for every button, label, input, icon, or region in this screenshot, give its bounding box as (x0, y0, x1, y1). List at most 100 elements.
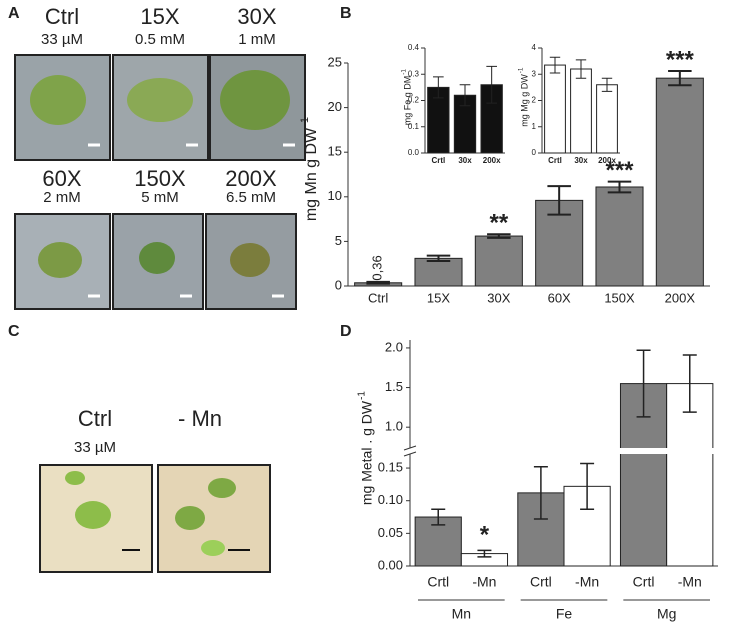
y-axis-label-sup: -1 (401, 69, 408, 75)
x-tick-label: 200x (598, 156, 616, 165)
plant (38, 242, 82, 278)
y-axis-label-sup: -1 (299, 117, 311, 127)
plant (127, 78, 193, 122)
photo-sublabel: 2 mM (43, 189, 81, 206)
significance: * (480, 522, 490, 549)
x-tick-label: 60X (548, 290, 571, 305)
significance: *** (666, 46, 695, 73)
error-bar (533, 466, 548, 520)
axis-break-gap (404, 448, 718, 454)
panel-letter: B (340, 5, 352, 22)
y-tick-label: 0.2 (408, 96, 420, 105)
plant (208, 478, 236, 498)
y-axis-label-sup: -1 (518, 67, 525, 73)
y-tick-label: 0.00 (378, 557, 403, 572)
plant (30, 75, 86, 125)
error-bar (477, 549, 492, 558)
y-tick-label: 20 (328, 99, 342, 114)
y-tick-label: 5 (335, 233, 342, 248)
y-tick-label: 0.15 (378, 459, 403, 474)
photo-sublabel: 33 µM (74, 439, 116, 456)
error-bar (575, 59, 587, 79)
photo (14, 213, 111, 310)
x-tick-label: Crtl (633, 574, 655, 590)
photos-a (14, 54, 306, 310)
x-tick-label: Crtl (431, 156, 445, 165)
x-tick-label: 200x (483, 156, 501, 165)
x-tick-label: Crtl (548, 156, 562, 165)
x-tick-label: 150X (604, 290, 635, 305)
y-axis-label: mg Fe g DM (402, 76, 412, 126)
y-tick-label: 0.1 (408, 122, 420, 131)
photos-c (39, 464, 271, 573)
photo-label: 150X (134, 166, 186, 191)
y-axis-label: mg Mg g DW (519, 74, 529, 127)
photo-sublabel: 0.5 mM (135, 31, 185, 48)
value-label: 0,36 (370, 255, 385, 280)
significance: ** (489, 210, 508, 237)
bar (544, 64, 566, 154)
x-tick-label: 30X (487, 290, 510, 305)
x-tick-label: 200X (665, 290, 696, 305)
photo-sublabel: 6.5 mM (226, 189, 276, 206)
error-bar (366, 280, 390, 285)
plant (175, 506, 205, 530)
x-tick-label: 30x (574, 156, 588, 165)
error-bar (636, 349, 651, 418)
significance: *** (605, 157, 634, 184)
y-tick-label: 25 (328, 54, 342, 69)
y-tick-label: 15 (328, 144, 342, 159)
error-bar (580, 462, 595, 510)
plant (65, 471, 85, 485)
bar (655, 77, 704, 287)
photo-sublabel: 1 mM (238, 31, 276, 48)
photo-label: 60X (42, 166, 81, 191)
error-bar (549, 56, 561, 74)
y-tick-label: 1.0 (385, 419, 403, 434)
error-bar (607, 180, 632, 194)
plant (201, 540, 225, 556)
error-bar (487, 233, 511, 239)
y-tick-label: 2 (532, 96, 537, 105)
y-tick-label: 1.5 (385, 379, 403, 394)
photo-label: 15X (140, 4, 179, 29)
y-tick-label: 0 (335, 277, 342, 292)
error-bar (547, 185, 571, 216)
y-tick-label: 0.3 (408, 69, 420, 78)
group-label: Mn (452, 606, 471, 622)
error-bar (433, 76, 444, 99)
y-tick-label: 0.05 (378, 525, 403, 540)
x-tick-label: 30x (458, 156, 472, 165)
panel-letter: A (8, 5, 20, 22)
photo-label: 30X (237, 4, 276, 29)
x-tick-label: Crtl (530, 574, 552, 590)
x-tick-label: -Mn (575, 574, 599, 590)
error-bar (486, 65, 497, 104)
photo-label: 200X (225, 166, 277, 191)
photo-sublabel: 33 µM (41, 31, 83, 48)
y-tick-label: 0.4 (408, 43, 420, 52)
bar (414, 257, 463, 287)
x-tick-label: -Mn (678, 574, 702, 590)
x-tick-label: Ctrl (368, 290, 388, 305)
y-tick-label: 4 (532, 43, 537, 52)
y-tick-label: 2.0 (385, 339, 403, 354)
group-label: Fe (556, 606, 573, 622)
plant (75, 501, 111, 529)
y-axis-label: mg Mn g DW (303, 127, 320, 221)
error-bar (668, 70, 692, 87)
bar (570, 68, 592, 154)
y-tick-label: 0 (532, 148, 537, 157)
error-bar (459, 84, 471, 107)
axis-break (403, 445, 417, 457)
plant (139, 242, 175, 274)
x-tick-label: 15X (427, 290, 450, 305)
y-tick-label: 10 (328, 188, 342, 203)
panel-letter: C (8, 323, 20, 340)
error-bar (426, 254, 451, 263)
photo-sublabel: 5 mM (141, 189, 179, 206)
x-tick-label: Crtl (427, 574, 449, 590)
error-bar (682, 354, 697, 413)
bar (474, 235, 523, 287)
